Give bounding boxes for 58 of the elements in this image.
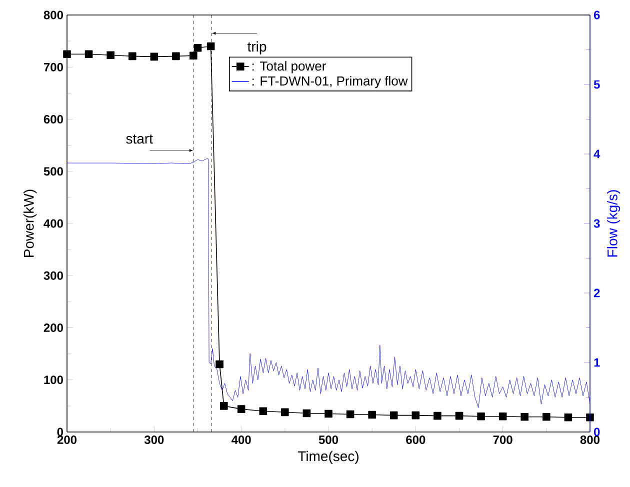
y2-tick-label: 5: [594, 80, 600, 89]
x-tick-label: 200: [57, 436, 77, 444]
point: [412, 411, 420, 420]
point: [281, 408, 289, 416]
point: [194, 44, 202, 52]
y-tick-label: 300: [44, 271, 63, 280]
point: [150, 52, 158, 61]
x-tick-label: 800: [580, 436, 600, 444]
y-tick-label: 600: [44, 115, 63, 124]
point: [84, 50, 93, 58]
point: [586, 413, 594, 422]
point: [128, 52, 136, 60]
x-tick-label: 300: [144, 436, 164, 444]
point: [564, 413, 572, 422]
point: [216, 360, 224, 368]
point: [390, 411, 398, 420]
y2-tick-label: 4: [594, 150, 600, 158]
point: [520, 412, 529, 421]
y-tick-label: 500: [44, 167, 63, 176]
point: [542, 412, 550, 421]
y-tick-label: 200: [44, 323, 63, 332]
point: [498, 412, 507, 420]
annotation: start: [126, 134, 153, 144]
y2-tick-label: 6: [594, 10, 600, 20]
y2-axis-title: Flow (kg/s): [607, 190, 620, 257]
y-axis-title: Power(kW): [24, 190, 37, 257]
point: [302, 409, 311, 418]
x-tick-label: 600: [406, 436, 426, 444]
point: [172, 52, 180, 60]
point: [477, 412, 485, 420]
point: [237, 405, 246, 413]
y2-tick-label: 0: [594, 428, 600, 436]
y2-tick-label: 2: [594, 288, 600, 298]
point: [455, 412, 464, 420]
legend-label: : FT-DWN-01, Primary flow: [252, 76, 408, 88]
y-tick-label: 700: [44, 62, 63, 72]
annotation: trip: [248, 41, 266, 54]
y-tick-label: 100: [44, 376, 63, 384]
point: [368, 410, 376, 419]
point: [434, 412, 442, 420]
x-tick-label: 400: [232, 436, 251, 444]
point: [220, 402, 228, 410]
x-tick-label: 500: [318, 436, 338, 444]
y-tick-label: 400: [44, 219, 63, 228]
y-tick-label: 0: [57, 428, 63, 436]
legend-label: : Total power: [252, 61, 326, 74]
point: [346, 410, 354, 418]
point: [63, 50, 71, 58]
x-tick-label: 700: [493, 436, 512, 444]
point: [206, 42, 215, 50]
y2-tick-label: 1: [594, 358, 600, 367]
point: [189, 52, 198, 60]
point: [259, 407, 268, 416]
point: [106, 51, 114, 60]
point: [324, 410, 332, 418]
x-axis-title: Time(sec): [298, 450, 358, 464]
y-tick-label: 800: [44, 10, 63, 20]
y2-tick-label: 3: [594, 219, 600, 228]
